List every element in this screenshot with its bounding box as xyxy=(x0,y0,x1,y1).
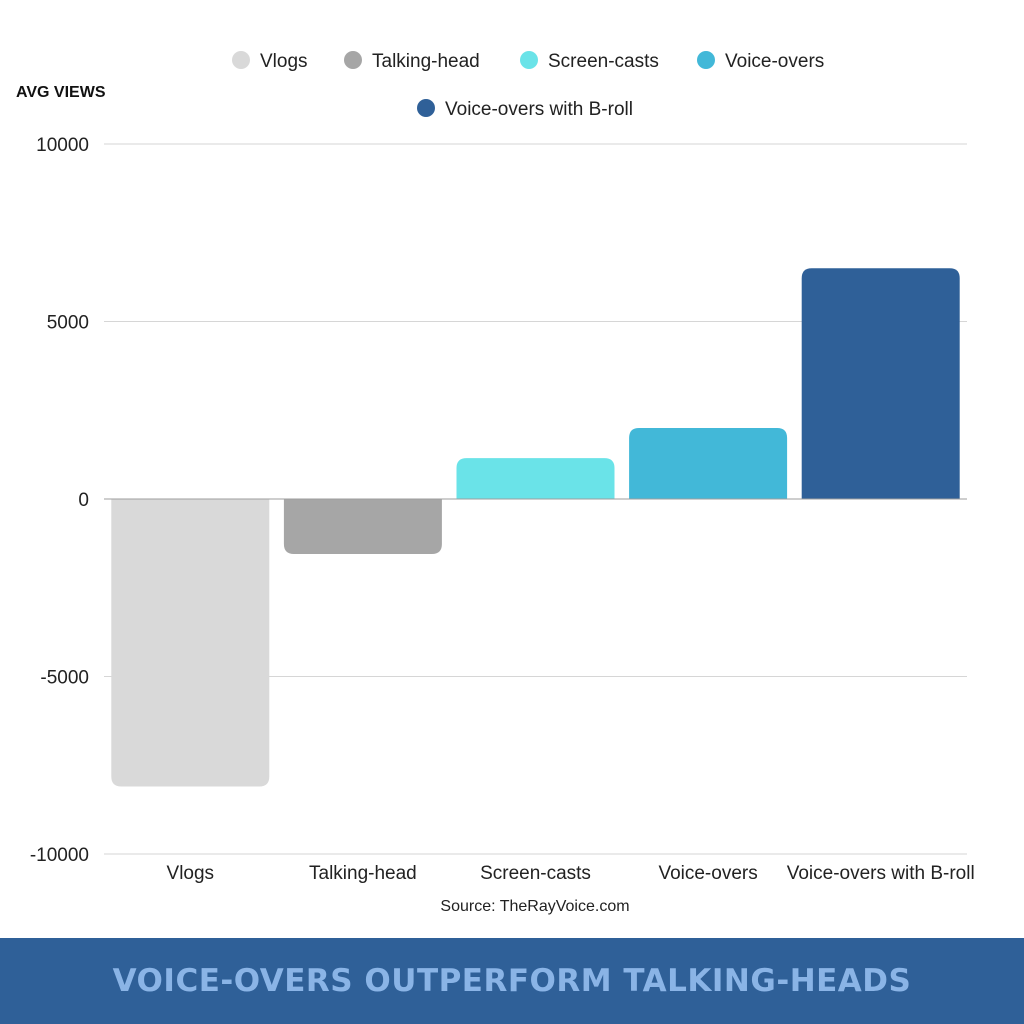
legend-swatch xyxy=(232,51,250,69)
footer-banner: VOICE-OVERS OUTPERFORM TALKING-HEADS xyxy=(0,938,1024,1024)
y-axis-title: AVG VIEWS xyxy=(16,84,106,101)
bar-talking-head xyxy=(283,499,442,555)
legend-swatch xyxy=(344,51,362,69)
y-tick-label: -5000 xyxy=(40,668,89,689)
x-tick-label: Screen-casts xyxy=(480,863,591,884)
legend-label: Screen-casts xyxy=(548,51,659,72)
bar-vlogs xyxy=(111,499,270,787)
bar-voice-overs xyxy=(629,428,788,499)
source-note: Source: TheRayVoice.com xyxy=(440,898,629,915)
bar-voice-overs-with-b-roll xyxy=(801,268,960,499)
legend-swatch xyxy=(417,99,435,117)
chart: 10000 5000 0 -5000 -10000 AVG VIEWS Vlogs Talki… xyxy=(16,51,975,915)
legend-swatch xyxy=(697,51,715,69)
x-tick-label: Voice-overs with B-roll xyxy=(787,863,975,884)
x-tick-label: Voice-overs xyxy=(658,863,757,884)
legend-label: Talking-head xyxy=(372,51,480,72)
x-tick-label: Talking-head xyxy=(309,863,417,884)
x-tick-label: Vlogs xyxy=(167,863,215,884)
y-tick-label: 5000 xyxy=(47,313,89,334)
bar-screen-casts xyxy=(456,458,615,499)
footer-title: VOICE-OVERS OUTPERFORM TALKING-HEADS xyxy=(112,963,912,999)
y-tick-label: 0 xyxy=(78,490,89,511)
legend-swatch xyxy=(520,51,538,69)
legend-label: Vlogs xyxy=(260,51,308,72)
legend-label: Voice-overs with B-roll xyxy=(445,99,633,120)
y-tick-label: 10000 xyxy=(36,135,89,156)
y-tick-label: -10000 xyxy=(30,845,89,866)
legend-label: Voice-overs xyxy=(725,51,824,72)
